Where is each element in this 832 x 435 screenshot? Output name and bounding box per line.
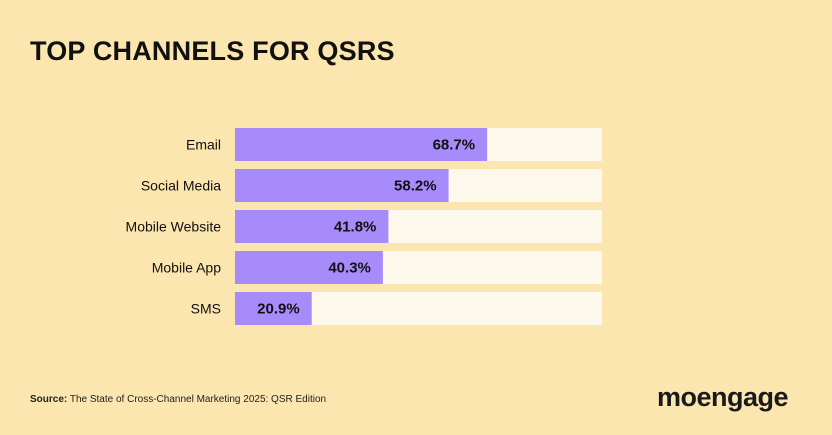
- value-label-mobile-app: 40.3%: [328, 260, 371, 277]
- bar-mobile-app: [235, 251, 383, 284]
- moengage-logo: moengage: [657, 382, 789, 412]
- category-label-email: Email: [186, 137, 221, 153]
- category-label-mobile-website: Mobile Website: [126, 219, 222, 235]
- category-label-mobile-app: Mobile App: [152, 260, 221, 276]
- source-note: Source: The State of Cross-Channel Marke…: [30, 394, 326, 405]
- value-label-mobile-website: 41.8%: [334, 219, 377, 236]
- bar-sms: [235, 292, 312, 325]
- value-label-sms: 20.9%: [257, 301, 300, 318]
- bar-email: [235, 128, 488, 161]
- source-label: Source:: [30, 394, 68, 405]
- bar-social-media: [235, 169, 449, 202]
- chart-title: TOP CHANNELS FOR QSRS: [30, 36, 395, 66]
- category-label-sms: SMS: [191, 301, 221, 317]
- bar-mobile-website: [235, 210, 389, 243]
- value-label-social-media: 58.2%: [394, 178, 437, 195]
- value-label-email: 68.7%: [433, 137, 476, 154]
- source-text: The State of Cross-Channel Marketing 202…: [69, 394, 327, 405]
- category-label-social-media: Social Media: [141, 178, 221, 194]
